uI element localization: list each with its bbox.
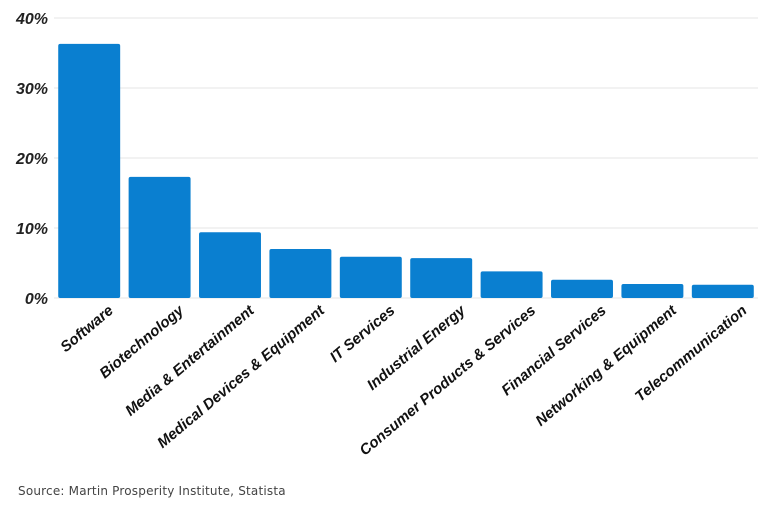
bar-consumer-products-services xyxy=(480,271,543,298)
source-note: Source: Martin Prosperity Institute, Sta… xyxy=(18,484,286,498)
x-category-label: Networking & Equipment xyxy=(532,301,680,429)
bar-telecommunication xyxy=(691,284,754,298)
bar-networking-equipment xyxy=(621,284,684,298)
y-tick-label: 0% xyxy=(25,291,48,308)
y-tick-label: 10% xyxy=(16,221,48,238)
bar-software xyxy=(58,43,121,299)
x-category-label: IT Services xyxy=(327,302,399,366)
bars-layer xyxy=(58,43,754,299)
bar-biotechnology xyxy=(128,176,191,298)
bar-industrial-energy xyxy=(410,258,473,298)
bar-financial-services xyxy=(551,279,613,298)
y-tick-label: 20% xyxy=(15,151,48,168)
bar-media-entertainment xyxy=(199,232,261,298)
bar-it-services xyxy=(339,256,402,298)
x-category-label: Media & Entertainment xyxy=(122,301,258,419)
y-tick-label: 30% xyxy=(16,81,48,98)
bar-medical-devices-equipment xyxy=(269,249,332,298)
y-tick-label: 40% xyxy=(15,11,48,28)
y-axis-ticks: 0% 10% 20% 30% 40% xyxy=(15,11,48,308)
x-category-label: Software xyxy=(57,302,116,356)
